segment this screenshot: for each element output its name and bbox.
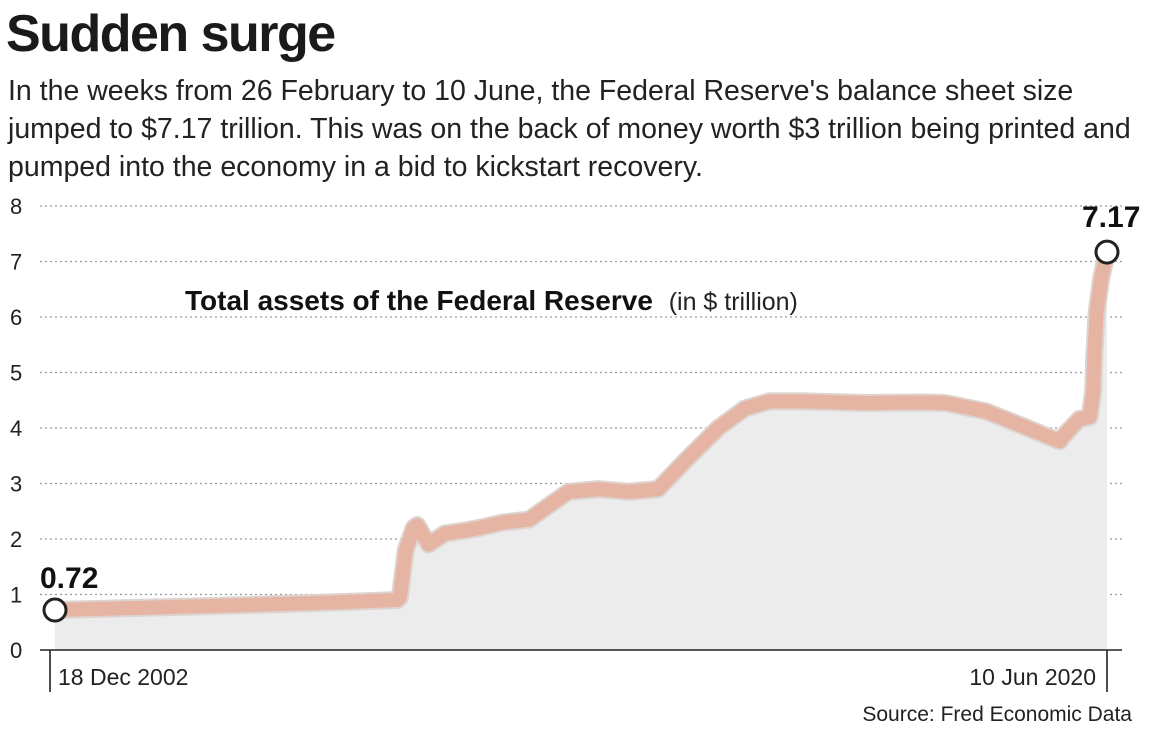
end-value-label: 7.17 <box>1082 201 1140 234</box>
subtitle: In the weeks from 26 February to 10 June… <box>8 75 1131 183</box>
y-tick-label: 1 <box>10 583 22 608</box>
source-note: Source: Fred Economic Data <box>862 703 1132 726</box>
y-tick-label: 8 <box>10 194 22 219</box>
end-point-marker <box>1094 239 1120 265</box>
chart-title-text: Total assets of the Federal Reserve <box>185 285 653 316</box>
y-tick-label: 6 <box>10 305 22 330</box>
y-axis: 0 1 2 3 4 5 6 7 8 <box>10 194 22 663</box>
y-tick-label: 2 <box>10 527 22 552</box>
series-line <box>48 245 1114 617</box>
x-tick-end: 10 Jun 2020 <box>969 664 1096 690</box>
chart-title: Total assets of the Federal Reserve (in … <box>185 285 798 316</box>
start-value-label: 0.72 <box>40 562 98 595</box>
y-tick-label: 0 <box>10 638 22 663</box>
x-tick-start: 18 Dec 2002 <box>58 664 188 690</box>
y-tick-label: 7 <box>10 250 22 275</box>
y-tick-label: 3 <box>10 472 22 497</box>
chart-unit: (in $ trillion) <box>669 288 798 316</box>
area-fill <box>55 252 1107 650</box>
x-axis <box>40 649 1122 692</box>
page-title: Sudden surge <box>6 5 336 63</box>
y-tick-label: 4 <box>10 416 22 441</box>
start-point-marker <box>42 597 68 623</box>
y-tick-label: 5 <box>10 361 22 386</box>
